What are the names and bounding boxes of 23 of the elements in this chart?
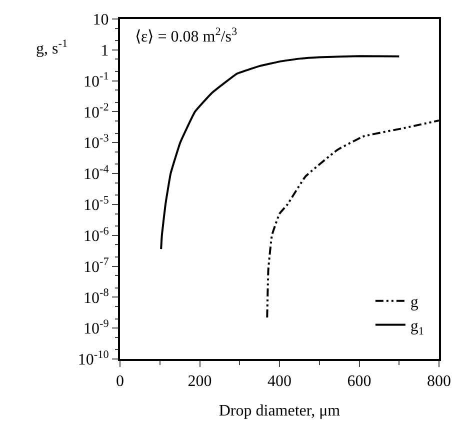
x-axis-title: Drop diameter, μm [218,402,341,420]
annotation: ⟨ε⟩ = 0.08 m$^{2}$/s$^{3}$ [135,26,238,46]
y-tick-label: 10$^{-8}$ [83,287,110,307]
y-tick-label: 10$^{-10}$ [78,348,110,369]
x-tick-label: 800 [427,373,451,390]
y-tick-label: 10$^{-5}$ [83,194,110,214]
legend-label: g [410,294,418,312]
legend-label: g$_{1}$ [410,318,424,338]
y-tick-label: 10$^{-6}$ [83,225,110,245]
x-tick-label: 600 [347,373,372,390]
y-tick-label: 10$^{-9}$ [83,318,110,338]
y-tick-label: 10$^{-7}$ [83,256,110,276]
y-axis-title: g, s$^{-1}$ [36,38,68,58]
y-tick-label: 10 [92,12,109,29]
y-tick-label: 10$^{-1}$ [83,70,109,90]
y-tick-label: 1 [100,42,109,60]
x-tick-label: 0 [116,373,124,390]
line-series [160,55,400,250]
y-tick-label: 10$^{-4}$ [83,163,110,184]
y-tick-label: 10$^{-2}$ [83,102,109,122]
x-tick-label: 200 [188,373,212,390]
x-tick-label: 400 [268,373,292,390]
y-tick-label: 10$^{-3}$ [83,132,110,152]
